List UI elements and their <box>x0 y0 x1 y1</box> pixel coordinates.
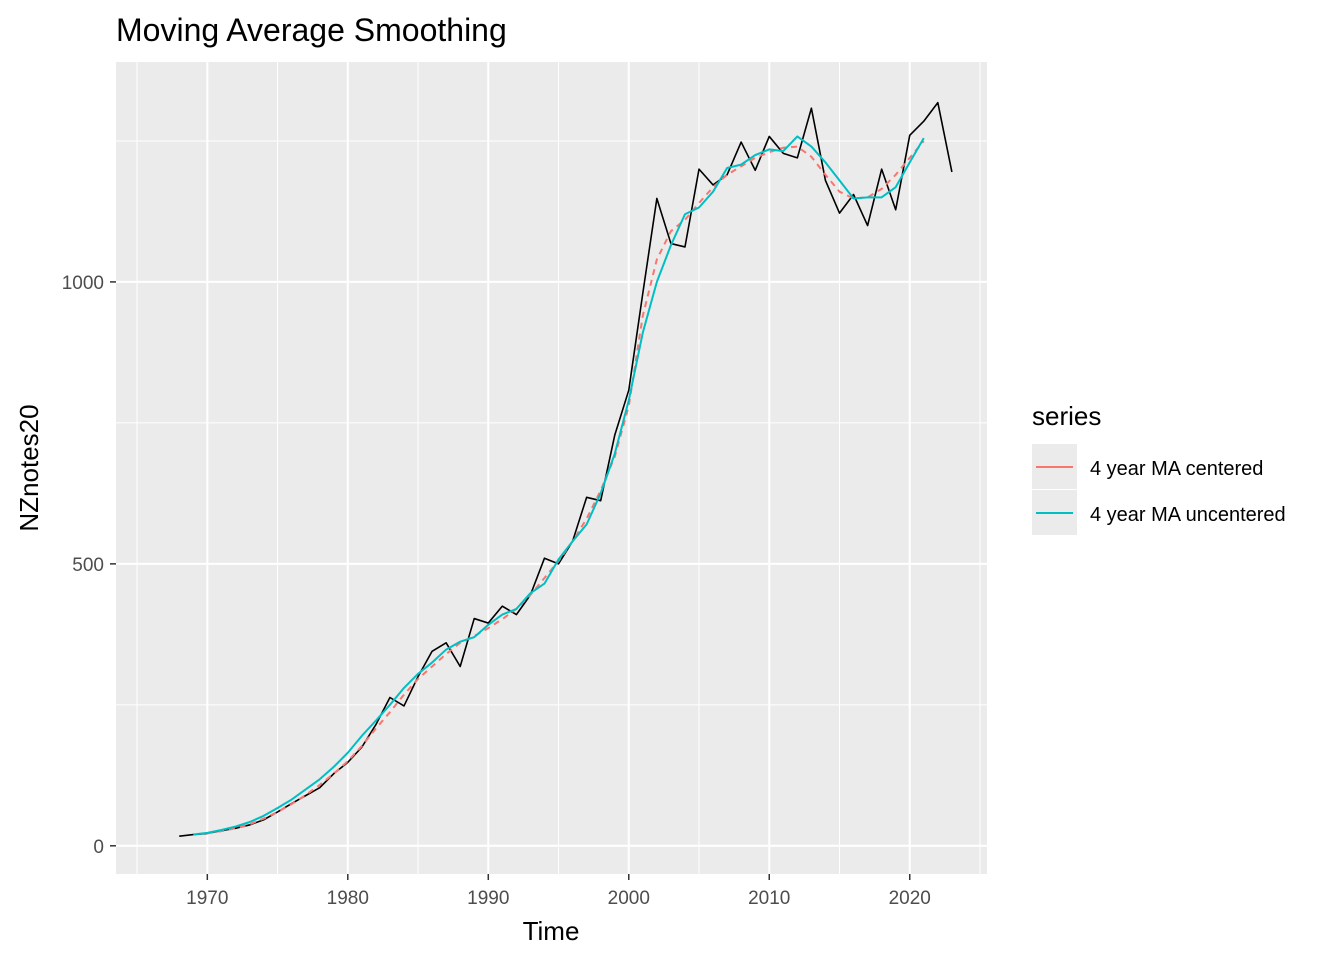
x-tick-label: 2020 <box>889 888 931 909</box>
tick-layer: 1970 1980 1990 2000 2010 2020 0 500 1000 <box>62 273 931 909</box>
x-axis-title: Time <box>523 916 580 946</box>
x-tick-label: 2010 <box>748 888 790 909</box>
x-tick-label: 1990 <box>467 888 509 909</box>
legend: series 4 year MA centered 4 year MA unce… <box>1032 401 1286 535</box>
series-layer <box>179 101 953 838</box>
legend-label-centered: 4 year MA centered <box>1090 458 1263 480</box>
legend-title: series <box>1032 401 1101 431</box>
x-tick-label: 1970 <box>186 888 228 909</box>
y-tick-label: 500 <box>72 555 104 576</box>
series-line-4-year-ma-uncentered <box>193 135 925 836</box>
y-tick-label: 0 <box>93 837 104 858</box>
legend-label-uncentered: 4 year MA uncentered <box>1090 504 1286 526</box>
chart-title: Moving Average Smoothing <box>116 12 507 48</box>
grid-layer <box>116 62 987 874</box>
x-tick-label: 1980 <box>327 888 369 909</box>
y-tick-label: 1000 <box>62 273 104 294</box>
y-axis-title: NZnotes20 <box>14 404 44 531</box>
plot-panel <box>116 62 987 874</box>
x-tick-label: 2000 <box>608 888 650 909</box>
